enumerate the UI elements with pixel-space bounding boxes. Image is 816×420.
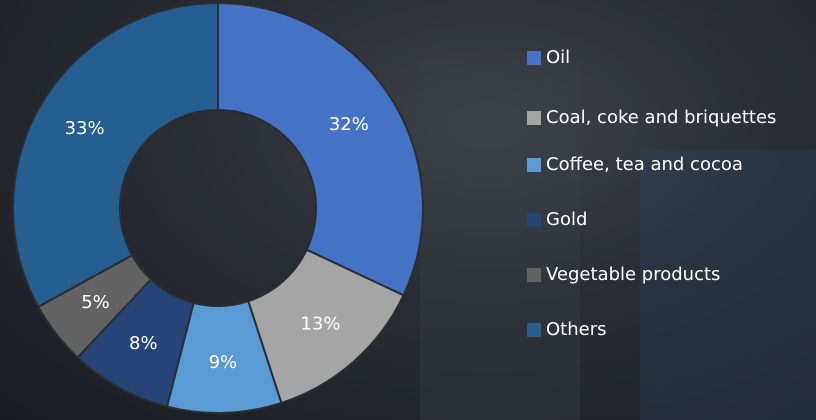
legend-marker xyxy=(527,268,541,282)
legend-label: Oil xyxy=(546,47,570,68)
slide: 32% 13% 9% 8% 5% 33% Oil Coal, coke and briquet… xyxy=(0,0,816,420)
data-label: 8% xyxy=(129,333,158,354)
legend-label: Coal, coke and briquettes xyxy=(546,107,776,128)
data-label: 32% xyxy=(329,114,369,135)
legend-marker xyxy=(527,51,541,65)
data-label: 5% xyxy=(81,292,110,313)
data-label: 33% xyxy=(65,118,105,139)
legend-marker xyxy=(527,323,541,337)
legend-label: Coffee, tea and cocoa xyxy=(546,154,743,175)
legend-label: Gold xyxy=(546,209,587,230)
legend-marker xyxy=(527,213,541,227)
chart: 32% 13% 9% 8% 5% 33% Oil Coal, coke and briquet… xyxy=(0,0,816,420)
legend-label: Vegetable products xyxy=(546,264,720,285)
legend-marker xyxy=(527,158,541,172)
backdrop xyxy=(640,150,816,420)
legend-marker xyxy=(527,111,541,125)
legend-label: Others xyxy=(546,319,607,340)
data-label: 9% xyxy=(209,352,238,373)
data-label: 13% xyxy=(300,313,340,334)
